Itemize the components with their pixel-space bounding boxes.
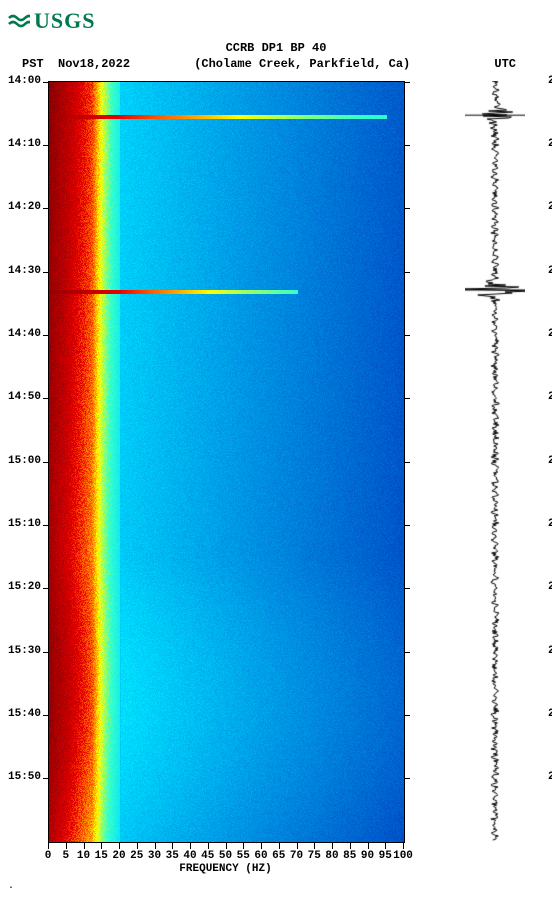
- utc-tick-label: 22:50: [548, 392, 552, 403]
- freq-tick-label: 20: [112, 850, 125, 862]
- tick-marks-left: [43, 82, 49, 842]
- utc-tick-label: 23:00: [548, 456, 552, 467]
- tick-marks-right: [404, 82, 410, 842]
- footer-mark: .: [8, 881, 544, 892]
- freq-tick-label: 80: [325, 850, 338, 862]
- freq-tick-label: 45: [201, 850, 214, 862]
- freq-tick-label: 50: [219, 850, 232, 862]
- pst-tick-label: 14:00: [8, 76, 41, 87]
- location-label: (Cholame Creek, Parkfield, Ca): [120, 57, 484, 71]
- utc-tick-label: 22:00: [548, 76, 552, 87]
- freq-tick-label: 75: [308, 850, 321, 862]
- pst-tick-label: 15:30: [8, 646, 41, 657]
- logo-text: USGS: [34, 8, 95, 34]
- freq-tick-label: 35: [166, 850, 179, 862]
- pst-tick-label: 14:50: [8, 392, 41, 403]
- pst-tick-label: 14:30: [8, 266, 41, 277]
- utc-tick-label: 23:20: [548, 582, 552, 593]
- wave-icon: [8, 10, 30, 32]
- plot-area: 14:0014:1014:2014:3014:4014:5015:0015:10…: [48, 81, 544, 843]
- plot-title: CCRB DP1 BP 40: [8, 40, 544, 57]
- pst-tick-label: 14:10: [8, 139, 41, 150]
- x-axis-label: FREQUENCY (HZ): [179, 863, 271, 875]
- utc-tick-label: 22:30: [548, 266, 552, 277]
- freq-tick-label: 70: [290, 850, 303, 862]
- utc-tick-label: 22:10: [548, 139, 552, 150]
- utc-tick-label: 23:50: [548, 772, 552, 783]
- freq-tick-label: 85: [343, 850, 356, 862]
- freq-tick-label: 60: [254, 850, 267, 862]
- freq-tick-label: 15: [95, 850, 108, 862]
- freq-tick-label: 100: [393, 850, 413, 862]
- freq-tick-label: 0: [45, 850, 52, 862]
- pst-label: PST: [22, 57, 44, 71]
- usgs-logo: USGS: [8, 8, 544, 34]
- utc-tick-label: 23:10: [548, 519, 552, 530]
- spectrogram: [48, 81, 405, 843]
- pst-tick-label: 14:20: [8, 202, 41, 213]
- freq-tick-label: 95: [379, 850, 392, 862]
- freq-tick-label: 65: [272, 850, 285, 862]
- pst-tick-label: 15:20: [8, 582, 41, 593]
- utc-tick-label: 23:30: [548, 646, 552, 657]
- freq-tick-label: 30: [148, 850, 161, 862]
- pst-tick-label: 15:10: [8, 519, 41, 530]
- seismogram: [465, 81, 525, 841]
- freq-tick-label: 5: [62, 850, 69, 862]
- pst-tick-label: 15:00: [8, 456, 41, 467]
- utc-tick-label: 22:40: [548, 329, 552, 340]
- pst-tick-label: 15:50: [8, 772, 41, 783]
- utc-tick-label: 22:20: [548, 202, 552, 213]
- plot-subtitle: PST Nov18,2022 (Cholame Creek, Parkfield…: [8, 57, 544, 71]
- utc-label: UTC: [494, 57, 516, 71]
- x-axis: FREQUENCY (HZ) 05 10 15 20 25 30 35 40 45 50 55 60 6…: [48, 843, 403, 877]
- freq-tick-label: 25: [130, 850, 143, 862]
- freq-tick-label: 40: [183, 850, 196, 862]
- freq-tick-label: 90: [361, 850, 374, 862]
- freq-tick-label: 10: [77, 850, 90, 862]
- pst-tick-label: 14:40: [8, 329, 41, 340]
- utc-tick-label: 23:40: [548, 709, 552, 720]
- freq-tick-label: 55: [237, 850, 250, 862]
- pst-tick-label: 15:40: [8, 709, 41, 720]
